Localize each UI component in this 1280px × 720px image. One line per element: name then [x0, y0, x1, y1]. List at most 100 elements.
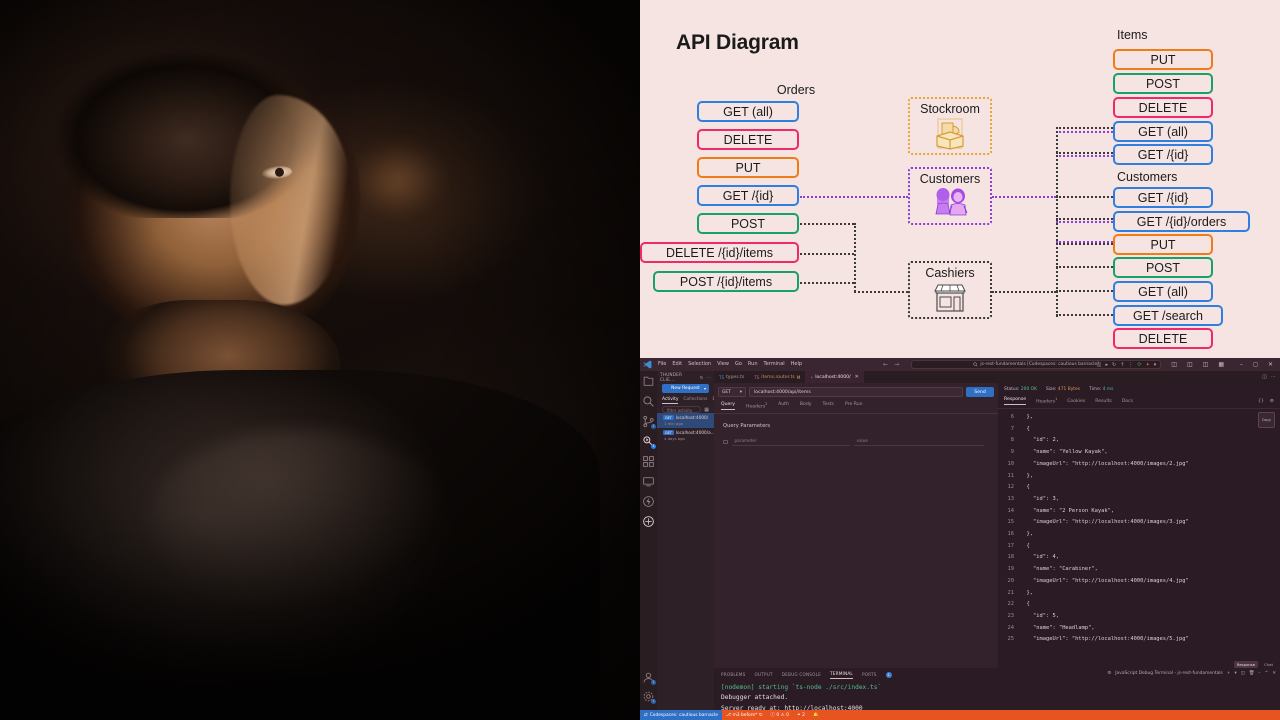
- accounts-icon[interactable]: 1: [642, 671, 656, 685]
- thunder-client-icon[interactable]: [642, 495, 655, 508]
- pill-orders-get-all[interactable]: GET (all): [697, 101, 799, 122]
- pill-customers-post[interactable]: POST: [1113, 257, 1213, 278]
- pill-items-put[interactable]: PUT: [1113, 49, 1213, 70]
- command-center-search[interactable]: js-rest-fundamentals [Codespaces: cautio…: [911, 360, 1162, 369]
- pill-items-get-all[interactable]: GET (all): [1113, 121, 1213, 142]
- pill-orders-put[interactable]: PUT: [697, 157, 799, 178]
- tab-terminal[interactable]: TERMINAL: [830, 671, 853, 679]
- extensions-icon[interactable]: [642, 455, 655, 468]
- status-remote-indicator[interactable]: ⇄ Codespaces: cautious barnacle: [640, 710, 722, 720]
- response-json-viewer[interactable]: Copy 6 }, 7 { 8 "id": 2, 9 "name": "Yell…: [998, 409, 1280, 646]
- close-icon[interactable]: ✕: [854, 374, 859, 380]
- tab-problems[interactable]: PROBLEMS: [721, 672, 746, 678]
- tab-response[interactable]: Response: [1004, 397, 1027, 405]
- menu-selection[interactable]: Selection: [688, 361, 712, 367]
- pill-items-delete[interactable]: DELETE: [1113, 97, 1213, 118]
- footer-tab-response[interactable]: Response: [1233, 661, 1259, 668]
- menu-edit[interactable]: Edit: [672, 361, 683, 367]
- pill-orders-get-id[interactable]: GET /{id}: [697, 185, 799, 206]
- kill-terminal-icon[interactable]: 🗑: [1248, 671, 1255, 676]
- layout-split-icon[interactable]: ◫: [1096, 361, 1102, 368]
- tab-body[interactable]: Body: [799, 402, 812, 407]
- format-json-icon[interactable]: {}: [1258, 398, 1264, 404]
- tab-results[interactable]: Results: [1095, 398, 1112, 404]
- nav-back-icon[interactable]: ←: [883, 361, 889, 368]
- pill-customers-get-id[interactable]: GET /{id}: [1113, 187, 1213, 208]
- more-actions-icon[interactable]: ⋯: [1271, 374, 1276, 380]
- maximize-button[interactable]: ◻: [1252, 361, 1258, 368]
- more-actions-icon[interactable]: ⋮: [1128, 361, 1134, 368]
- pill-customers-delete[interactable]: DELETE: [1113, 328, 1213, 349]
- node-cashiers[interactable]: Cashiers: [908, 261, 992, 319]
- tab-localhost-4000[interactable]: ⚡ localhost:4000/ ✕: [805, 371, 864, 383]
- pill-orders-delete-id-items[interactable]: DELETE /{id}/items: [640, 242, 799, 263]
- toggle-primary-sidebar-icon[interactable]: ◫: [1171, 361, 1177, 368]
- node-stockroom[interactable]: Stockroom: [908, 97, 992, 155]
- filter-activity-input[interactable]: filter activity: [662, 406, 702, 413]
- pill-customers-get-id-orders[interactable]: GET /{id}/orders: [1113, 211, 1250, 232]
- url-input[interactable]: localhost:4000/api/items: [749, 387, 963, 397]
- more-icon[interactable]: ⋯: [706, 374, 711, 380]
- menu-file[interactable]: File: [658, 361, 667, 367]
- status-ports[interactable]: ⚭ 2: [793, 713, 809, 718]
- history-item[interactable]: GET localhost:4000/ 1 min ago: [657, 413, 714, 428]
- run-and-debug-icon[interactable]: 1: [642, 435, 656, 449]
- status-branch[interactable]: ⎇ m3 before* ↻: [722, 713, 767, 718]
- chevron-down-icon[interactable]: ▾: [1234, 671, 1237, 676]
- close-button[interactable]: ✕: [1267, 361, 1273, 368]
- status-problems[interactable]: ⓘ 0 ⚠ 0: [767, 712, 793, 719]
- copilot-chat-icon[interactable]: [642, 515, 655, 528]
- menu-view[interactable]: View: [717, 361, 729, 367]
- copy-button[interactable]: Copy: [1257, 412, 1275, 428]
- tab-activity[interactable]: Activity: [662, 397, 679, 404]
- tab-ports[interactable]: PORTS: [861, 672, 877, 678]
- tab-auth[interactable]: Auth: [778, 402, 789, 407]
- send-button[interactable]: Send: [966, 387, 994, 397]
- tab-types-ts[interactable]: TS types.ts: [714, 371, 750, 383]
- param-value-input[interactable]: value: [853, 438, 984, 446]
- status-bell[interactable]: 🔔: [809, 713, 822, 718]
- filter-icon[interactable]: ⚙: [1269, 398, 1274, 404]
- tab-output[interactable]: OUTPUT: [754, 672, 773, 678]
- pill-orders-delete[interactable]: DELETE: [697, 129, 799, 150]
- menu-run[interactable]: Run: [747, 361, 758, 367]
- param-name-input[interactable]: parameter: [731, 438, 850, 446]
- pill-customers-get-all[interactable]: GET (all): [1113, 281, 1213, 302]
- chevron-down-icon[interactable]: ▾: [703, 386, 706, 391]
- tab-headers[interactable]: Headers1: [1036, 397, 1058, 405]
- refresh-icon[interactable]: ↻: [699, 374, 704, 380]
- minimize-button[interactable]: –: [1239, 361, 1243, 368]
- menu-terminal[interactable]: Terminal: [763, 361, 785, 367]
- pill-items-post[interactable]: POST: [1113, 73, 1213, 94]
- chevron-down-icon[interactable]: ▾: [1153, 361, 1157, 368]
- menu-go[interactable]: Go: [734, 361, 742, 367]
- search-icon[interactable]: [642, 395, 655, 408]
- new-terminal-icon[interactable]: +: [1226, 671, 1231, 676]
- pill-orders-post-id-items[interactable]: POST /{id}/items: [653, 271, 799, 292]
- http-method-select[interactable]: GET ▾: [718, 387, 746, 397]
- remote-explorer-icon[interactable]: [642, 475, 655, 488]
- history-icon[interactable]: ↻: [1111, 361, 1117, 368]
- tab-pre-run[interactable]: Pre Run: [844, 402, 863, 407]
- pill-customers-put[interactable]: PUT: [1113, 234, 1213, 255]
- pill-items-get-id[interactable]: GET /{id}: [1113, 144, 1213, 165]
- node-customers[interactable]: Customers: [908, 167, 992, 225]
- history-item[interactable]: GET localhost:4000/a... 4 days ago: [657, 428, 715, 443]
- terminal-name[interactable]: JavaScript Debug Terminal - js-rest-fund…: [1115, 671, 1223, 676]
- toggle-secondary-sidebar-icon[interactable]: ◫: [1202, 361, 1209, 368]
- explorer-icon[interactable]: [642, 375, 655, 388]
- source-control-sync-icon[interactable]: ⟳: [1137, 361, 1142, 368]
- run-debug-icon[interactable]: ▸: [1105, 361, 1108, 368]
- close-panel-icon[interactable]: ✕: [1272, 671, 1276, 676]
- customize-layout-icon[interactable]: ▦: [1218, 361, 1224, 368]
- tab-docs[interactable]: Docs: [1121, 398, 1134, 404]
- tab-debug-console[interactable]: DEBUG CONSOLE: [781, 672, 822, 678]
- footer-tab-chat[interactable]: Chat: [1264, 662, 1273, 667]
- tab-collections[interactable]: Collections: [683, 397, 708, 402]
- pill-customers-get-search[interactable]: GET /search: [1113, 305, 1223, 326]
- list-view-icon[interactable]: ▦: [704, 406, 709, 413]
- toggle-panel-icon[interactable]: ◫: [1186, 361, 1193, 368]
- gear-icon[interactable]: 1: [642, 690, 656, 704]
- menu-help[interactable]: Help: [790, 361, 803, 367]
- nav-forward-icon[interactable]: →: [894, 361, 900, 368]
